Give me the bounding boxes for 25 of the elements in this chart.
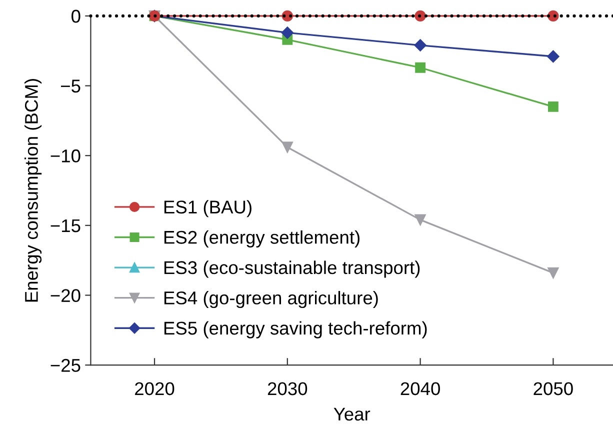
y-tick-label: −5 <box>61 80 80 93</box>
point <box>547 50 560 63</box>
legend-label: ES5 (energy saving tech-reform) <box>164 321 427 338</box>
legend-label: ES1 (BAU) <box>164 200 252 218</box>
point <box>282 142 293 153</box>
x-tick-label: 2020 <box>135 382 174 396</box>
y-tick-label: −20 <box>50 289 80 302</box>
legend-label: ES2 (energy settlement) <box>164 230 360 248</box>
point <box>414 39 426 52</box>
x-axis-title: Year <box>334 408 370 421</box>
y-tick-label: −10 <box>50 149 80 162</box>
x-tick-label: 2040 <box>400 382 440 396</box>
point <box>548 267 559 278</box>
legend-label: ES3 (eco-sustainable transport) <box>164 260 420 278</box>
point <box>415 62 426 73</box>
y-tick-label: −15 <box>50 219 80 232</box>
y-tick-label: −25 <box>50 358 80 372</box>
point <box>548 102 558 112</box>
y-axis-title: Energy consumption (BCM) <box>24 79 42 302</box>
x-tick-label: 2050 <box>534 382 573 396</box>
x-tick-label: 2030 <box>268 382 308 396</box>
legend-label: ES4 (go-green agriculture) <box>164 290 378 308</box>
point <box>414 214 426 226</box>
y-tick-label: 0 <box>72 10 80 23</box>
point <box>281 26 294 39</box>
